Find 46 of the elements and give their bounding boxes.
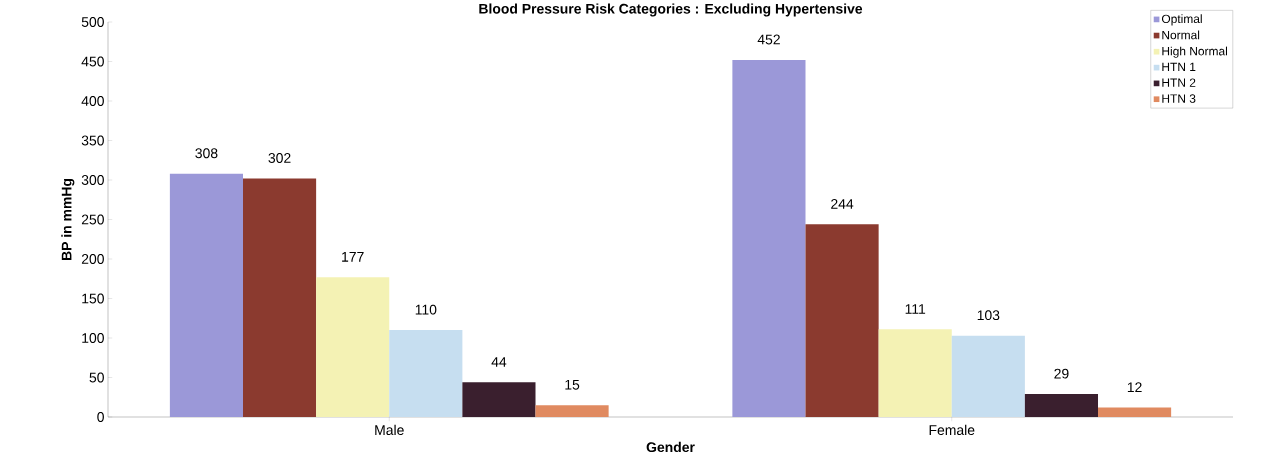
y-tick-label: 250 bbox=[81, 214, 104, 225]
data-label: 29 bbox=[1054, 368, 1069, 379]
chart-title: Blood Pressure Risk Categories : Excluding Hypertensive bbox=[479, 3, 863, 17]
y-axis-title: BP in mmHg bbox=[61, 178, 75, 261]
data-label: 302 bbox=[268, 153, 291, 163]
x-tick-label: Male bbox=[375, 424, 404, 436]
bar bbox=[951, 335, 1025, 417]
bar bbox=[1024, 394, 1099, 417]
y-tick-label: 500 bbox=[81, 17, 104, 27]
bar bbox=[878, 329, 952, 417]
legend-label: Optimal bbox=[1161, 14, 1202, 26]
bar bbox=[243, 178, 317, 417]
bar bbox=[169, 173, 243, 417]
bar bbox=[1098, 407, 1172, 417]
bar bbox=[732, 59, 806, 417]
y-tick-label: 300 bbox=[81, 175, 104, 185]
data-label: 103 bbox=[977, 310, 1000, 321]
data-label: 110 bbox=[415, 304, 437, 315]
y-tick-label: 400 bbox=[81, 96, 104, 106]
y-tick-label: 350 bbox=[81, 135, 104, 146]
bar bbox=[805, 224, 879, 417]
data-label: 44 bbox=[491, 357, 507, 367]
bar bbox=[316, 277, 390, 417]
bar bbox=[389, 330, 463, 417]
data-label: 111 bbox=[905, 304, 926, 314]
data-label: 12 bbox=[1127, 382, 1142, 392]
y-tick-label: 50 bbox=[89, 372, 104, 383]
legend-label: Normal bbox=[1162, 30, 1200, 40]
bar bbox=[462, 382, 536, 417]
legend-label: HTN 1 bbox=[1162, 62, 1196, 71]
data-label: 177 bbox=[342, 252, 364, 262]
y-tick-label: 0 bbox=[97, 412, 104, 422]
y-tick-label: 100 bbox=[82, 333, 104, 343]
legend-label: High Normal bbox=[1162, 46, 1228, 58]
data-label: 308 bbox=[195, 148, 218, 159]
bar bbox=[535, 405, 609, 417]
data-label: 452 bbox=[757, 34, 780, 45]
data-label: 244 bbox=[831, 198, 854, 209]
data-label: 15 bbox=[565, 379, 580, 390]
x-axis-title: Gender bbox=[646, 441, 695, 453]
y-tick-label: 150 bbox=[82, 293, 104, 304]
legend-label: HTN 3 bbox=[1162, 94, 1196, 103]
y-tick-label: 200 bbox=[81, 254, 104, 264]
y-tick-label: 450 bbox=[81, 56, 104, 67]
legend-label: HTN 2 bbox=[1162, 78, 1196, 87]
x-tick-label: Female bbox=[929, 424, 975, 436]
